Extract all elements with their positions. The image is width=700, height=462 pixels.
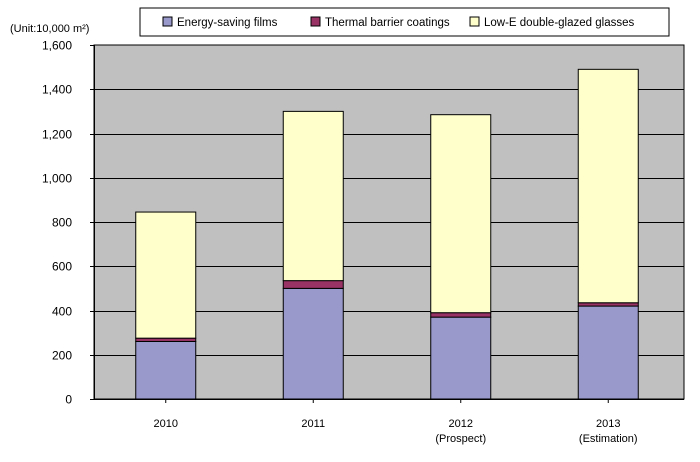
y-tick-label: 800: [52, 216, 72, 230]
legend-swatch: [469, 16, 480, 27]
x-tick-label: 2010: [154, 418, 178, 430]
unit-label: (Unit:10,000 m²): [10, 23, 89, 35]
axes: [90, 45, 684, 403]
y-tick-label: 400: [52, 305, 72, 319]
y-tick-label: 0: [65, 393, 72, 407]
legend-box: [139, 7, 670, 37]
y-tick-label: 1,000: [42, 172, 72, 186]
y-tick-label: 1,600: [42, 39, 72, 53]
legend-swatch: [162, 16, 173, 27]
x-tick-sublabel: (Estimation): [579, 433, 638, 445]
bars: [135, 68, 639, 400]
bar-segment: [430, 114, 492, 314]
bar-segment: [577, 305, 639, 400]
y-tick-label: 200: [52, 349, 72, 363]
x-tick-label: 2012: [449, 418, 473, 430]
legend-label: Energy-saving films: [177, 17, 278, 29]
y-tick-labels: 0 200 400 600 800 1,000 1,200 1,400 1,600: [42, 39, 72, 407]
legend-label: Thermal barrier coatings: [325, 17, 450, 29]
x-tick-label: 2013: [596, 418, 620, 430]
x-tick-sublabel: (Prospect): [435, 433, 486, 445]
legend-swatch: [310, 16, 321, 27]
x-tick-labels: 2010 2011 2012 (Prospect) 2013 (Estimation): [154, 418, 638, 445]
legend: Energy-saving films Thermal barrier coati…: [139, 7, 670, 37]
y-tick-label: 1,400: [42, 83, 72, 97]
bar-segment: [430, 316, 492, 400]
bar-segment: [282, 287, 344, 400]
y-tick-label: 600: [52, 260, 72, 274]
bar-segment: [282, 280, 344, 289]
bar-segment: [135, 211, 197, 339]
bar-segment: [430, 312, 492, 318]
legend-label: Low-E double-glazed glasses: [484, 17, 634, 29]
bar-segment: [135, 340, 197, 400]
y-tick-label: 1,200: [42, 128, 72, 142]
bar-segment: [577, 68, 639, 304]
x-tick-label: 2011: [301, 418, 325, 430]
bar-segment: [282, 110, 344, 282]
